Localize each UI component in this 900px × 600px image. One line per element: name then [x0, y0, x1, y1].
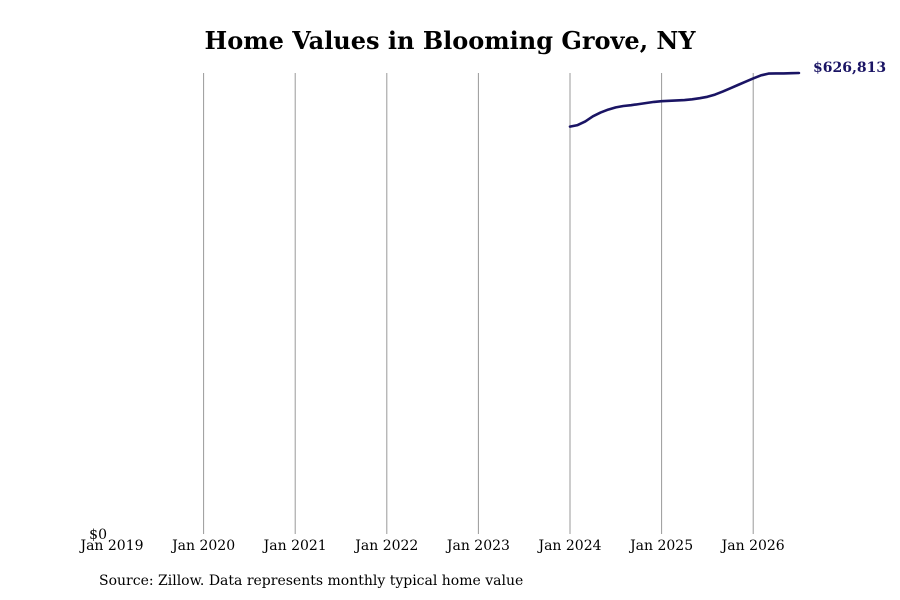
y-tick-label: $0	[89, 527, 107, 543]
end-value-label: $626,813	[813, 60, 886, 76]
x-tick-label: Jan 2023	[445, 538, 510, 554]
series-line	[568, 71, 801, 128]
x-tick-label: Jan 2021	[262, 538, 327, 554]
x-tick-label: Jan 2020	[170, 538, 235, 554]
x-tick-label: Jan 2026	[720, 538, 785, 554]
gridlines	[203, 73, 754, 534]
x-tick-label: Jan 2019	[78, 538, 143, 554]
labels-layer: Jan 2019 Jan 2020 Jan 2021 Jan 2022 Jan 2023…	[78, 60, 886, 554]
x-tick-label: Jan 2022	[353, 538, 418, 554]
x-tick-label: Jan 2025	[628, 538, 693, 554]
chart-title: Home Values in Blooming Grove, NY	[204, 26, 696, 55]
series-layer	[568, 71, 801, 128]
x-tick-label: Jan 2024	[536, 538, 601, 554]
chart-source-note: Source: Zillow. Data represents monthly …	[99, 573, 524, 589]
